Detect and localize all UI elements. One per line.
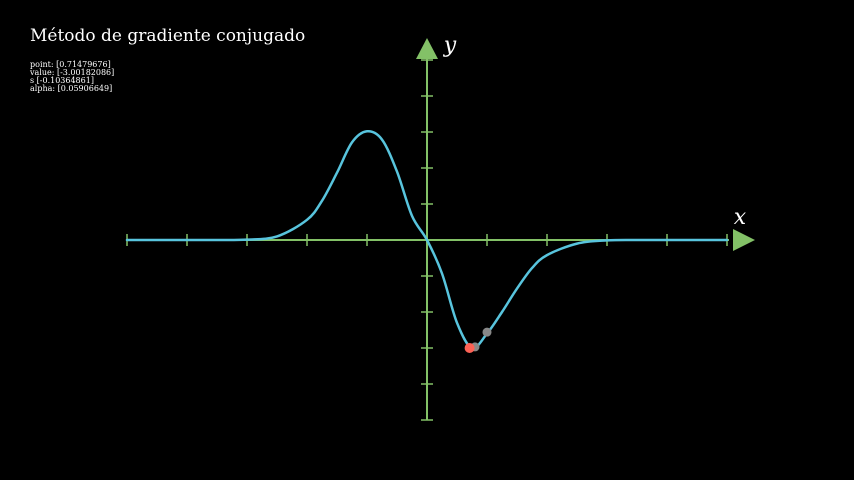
function-curve (125, 129, 729, 350)
axes (126, 38, 755, 421)
previous-point-marker (482, 327, 492, 337)
y-axis-label: y (443, 33, 457, 58)
readout-point: point: [0.71479676] (30, 60, 111, 69)
optimizer-readout: point: [0.71479676] value: [-3.00182086]… (30, 61, 114, 93)
iteration-markers (464, 327, 492, 353)
readout-step: s [-0.10364861] (30, 76, 94, 85)
readout-alpha: alpha: [0.05906649] (30, 84, 113, 93)
readout-value: value: [-3.00182086] (30, 68, 115, 77)
x-axis-label: x (734, 205, 747, 230)
x-axis-arrow (733, 229, 755, 251)
current-point-marker (464, 343, 475, 353)
y-axis-arrow (416, 38, 438, 59)
chart-title: Método de gradiente conjugado (30, 26, 306, 46)
